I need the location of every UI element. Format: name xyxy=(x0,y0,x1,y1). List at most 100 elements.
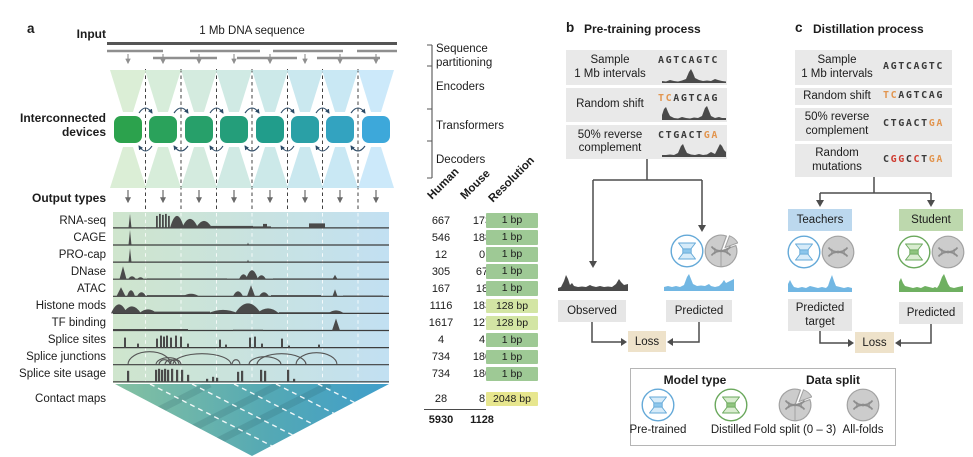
human-count: 1617 xyxy=(428,317,454,330)
decoder-funnel xyxy=(322,147,358,188)
panel-b-connectors xyxy=(591,159,703,343)
stage-label-encoders: Encoders xyxy=(436,81,485,93)
transformer-link-arc xyxy=(209,107,224,114)
legend-item-label: Distilled xyxy=(710,424,752,436)
input-bar-label: 1 Mb DNA sequence xyxy=(199,25,305,37)
human-count: 12 xyxy=(434,248,448,261)
output-track xyxy=(113,335,389,349)
step-label: Random mutations xyxy=(812,147,862,173)
legend-model-type-title: Model type xyxy=(663,373,727,387)
transformer-link-arc xyxy=(280,107,295,114)
resolution-chip: 1 bp xyxy=(486,230,538,245)
pretrained-model-icon xyxy=(787,235,821,269)
legend-item-label: Pre-trained xyxy=(629,424,687,436)
fold-split-icon xyxy=(704,234,738,268)
resolution-chip: 128 bp xyxy=(486,298,538,314)
transformer-link-arc xyxy=(138,145,153,152)
human-count: 1116 xyxy=(429,300,453,313)
output-track xyxy=(113,285,389,297)
decoder-funnel xyxy=(216,147,252,188)
decoder-funnel xyxy=(358,147,394,188)
student-label: Student xyxy=(899,209,963,231)
legend-data-split-title: Data split xyxy=(805,373,860,387)
teachers-label: Teachers xyxy=(788,209,852,231)
resolution-chip: 128 bp xyxy=(486,315,538,331)
transformer-link-arc xyxy=(173,145,189,152)
track-background xyxy=(113,212,389,383)
transformer-device xyxy=(291,116,319,143)
transformer-link-arc xyxy=(315,107,330,114)
panel-c-arrowheads xyxy=(816,200,935,347)
human-count: 4 xyxy=(437,334,445,347)
fold-split-icon xyxy=(778,388,812,422)
mouse-count: 18 xyxy=(475,282,489,295)
panel-b-letter: b xyxy=(566,20,575,35)
encoder-funnel xyxy=(322,70,358,112)
observed-profile xyxy=(558,271,628,291)
all-folds-icon xyxy=(821,235,855,269)
human-count: 667 xyxy=(431,214,451,227)
human-count: 734 xyxy=(431,368,451,381)
stage-label-decoders: Decoders xyxy=(436,154,486,166)
decoder-funnel xyxy=(287,147,323,188)
panel-b-arrowheads xyxy=(589,225,706,346)
human-count: 167 xyxy=(431,282,451,295)
transformer-device xyxy=(326,116,354,143)
distilled-model-icon xyxy=(714,388,748,422)
process-step-c: Random shift TCAGTCAG xyxy=(795,88,952,105)
step-label: Random shift xyxy=(576,98,644,111)
process-step-b: Sample 1 Mb intervals AGTCAGTC xyxy=(566,50,727,85)
observed-label: Observed xyxy=(558,300,626,322)
resolution-chip: 1 bp xyxy=(486,264,538,279)
decoder-funnel xyxy=(110,147,146,188)
output-track xyxy=(113,230,389,246)
human-count: 546 xyxy=(431,231,451,244)
all-folds-icon xyxy=(931,235,965,269)
transformer-device xyxy=(220,116,248,143)
predicted-label-c: Predicted xyxy=(899,302,963,324)
output-row-label: DNase xyxy=(70,265,106,278)
dna-sequence: CTGACTGA xyxy=(658,130,719,141)
stage-label-sequence-partitioning: Sequence partitioning xyxy=(436,43,493,69)
distilled-model-icon xyxy=(897,235,931,269)
input-label: Input xyxy=(76,27,106,41)
total-human: 5930 xyxy=(428,414,454,426)
transformer-device xyxy=(185,116,213,143)
signal-profile xyxy=(662,142,726,157)
step-label: 50% reverse complement xyxy=(804,111,870,137)
panel-c-connectors xyxy=(819,177,932,344)
dna-sequence: AGTCAGTC xyxy=(658,55,719,66)
output-row-label: CAGE xyxy=(73,231,106,244)
legend-item-label: All-folds xyxy=(842,424,884,436)
transformer-link-arc xyxy=(244,145,260,152)
stage-bracket xyxy=(427,44,433,179)
signal-profile xyxy=(662,105,726,120)
mouse-count: 8 xyxy=(478,393,486,405)
step-label: Sample 1 Mb intervals xyxy=(801,54,873,80)
panel-b-title: Pre-training process xyxy=(584,22,701,36)
output-track xyxy=(113,248,389,263)
legend-box xyxy=(630,368,896,446)
signal-profile xyxy=(662,68,726,83)
dna-sequence: CGGCCTGA xyxy=(883,154,944,165)
panel-c-letter: c xyxy=(795,20,803,35)
encoder-funnel xyxy=(181,70,217,112)
transformer-device xyxy=(149,116,177,143)
decoder-funnel xyxy=(181,147,217,188)
teachers-profile xyxy=(788,272,852,292)
encoder-funnel xyxy=(110,70,146,112)
transformer-device xyxy=(114,116,142,143)
resolution-chip: 1 bp xyxy=(486,281,538,296)
panel-c-title: Distillation process xyxy=(813,22,924,36)
totals-divider xyxy=(424,409,486,410)
output-track xyxy=(113,368,389,383)
predicted-label-b: Predicted xyxy=(666,300,732,322)
pretrained-model-icon xyxy=(670,234,704,268)
output-row-label: ATAC xyxy=(77,282,106,295)
process-step-b: Random shift TCAGTCAG xyxy=(566,88,727,122)
transformer-link-arc xyxy=(244,107,260,114)
output-row-label: TF binding xyxy=(51,317,106,330)
panel-a-letter: a xyxy=(27,21,35,36)
output-row-label: Splice site usage xyxy=(19,368,106,381)
